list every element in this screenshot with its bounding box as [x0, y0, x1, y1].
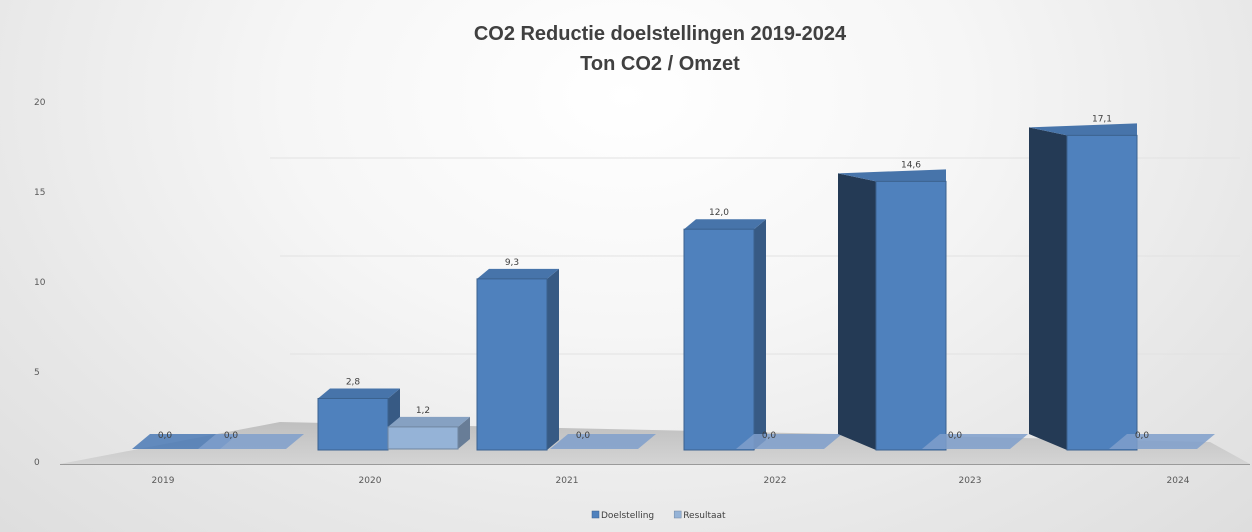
bar-zero-tile [736, 434, 842, 449]
bar-side [838, 173, 876, 451]
data-label: 2,8 [346, 377, 361, 387]
data-label: 17,1 [1092, 114, 1112, 124]
bar-doelstelling-2021 [476, 268, 559, 451]
x-tick-label: 2020 [359, 476, 382, 486]
y-tick-label: 5 [34, 368, 40, 378]
legend-swatch [673, 510, 682, 519]
bar-top [477, 268, 559, 279]
bar-front [387, 426, 459, 450]
y-axis-ticks: 0 5 10 15 20 [34, 98, 46, 468]
data-label: 0,0 [1135, 431, 1150, 441]
bar-zero-tile [922, 434, 1028, 449]
bar-front [875, 180, 947, 451]
bar-top [388, 416, 470, 427]
x-tick-label: 2021 [556, 476, 579, 486]
bar-front [1066, 134, 1138, 451]
bar-doelstelling-2022 [683, 219, 766, 451]
bar-front [317, 397, 389, 451]
bar-side [547, 268, 559, 450]
bar-resultaat-2020 [387, 416, 470, 450]
chart-subtitle: Ton CO2 / Omzet [580, 53, 740, 75]
bar-doelstelling-2024 [1029, 123, 1138, 451]
bar-front [476, 278, 548, 451]
y-tick-label: 20 [34, 98, 46, 108]
data-label: 1,2 [416, 406, 430, 416]
y-tick-label: 15 [34, 188, 45, 198]
y-tick-label: 10 [34, 278, 46, 288]
bar-top [684, 219, 766, 230]
data-label: 12,0 [709, 208, 729, 218]
bar-resultaat-2024 [1109, 434, 1215, 449]
data-label: 9,3 [505, 258, 519, 268]
bar-side [458, 416, 470, 449]
y-tick-label: 0 [34, 458, 40, 468]
bar-front [683, 228, 755, 451]
legend-label: Doelstelling [601, 511, 654, 521]
data-label: 14,6 [901, 160, 921, 170]
bars [132, 123, 1215, 451]
bar-resultaat-2019 [198, 434, 304, 449]
legend-swatch [591, 510, 600, 519]
bar-top [838, 169, 946, 182]
bar-resultaat-2021 [550, 434, 656, 449]
x-tick-label: 2022 [764, 476, 787, 486]
bar-doelstelling-2023 [838, 169, 947, 451]
legend-label: Resultaat [683, 511, 726, 521]
x-axis-ticks: 2019 2020 2021 2022 2023 2024 [152, 476, 1190, 486]
bar-doelstelling-2020 [317, 388, 400, 451]
data-label: 0,0 [576, 431, 591, 441]
bar-zero-tile [198, 434, 304, 449]
legend: Doelstelling Resultaat [591, 510, 726, 521]
bar-side [754, 219, 766, 450]
data-label: 0,0 [762, 431, 777, 441]
bar-top [1029, 123, 1137, 136]
bar-resultaat-2023 [922, 434, 1028, 449]
x-tick-label: 2023 [959, 476, 982, 486]
x-tick-label: 2024 [1167, 476, 1190, 486]
bar-zero-tile [1109, 434, 1215, 449]
data-label: 0,0 [158, 431, 173, 441]
floor-edge [60, 464, 1250, 465]
data-label: 0,0 [224, 431, 239, 441]
data-label: 0,0 [948, 431, 963, 441]
chart-title: CO2 Reductie doelstellingen 2019-2024 [474, 23, 847, 45]
x-tick-label: 2019 [152, 476, 175, 486]
bar-top [318, 388, 400, 399]
data-labels: 0,0 0,0 2,8 1,2 9,3 0,0 12,0 0,0 14,6 0,0 17,1 0,0 [158, 114, 1150, 441]
bar-side [1029, 127, 1067, 451]
bar-resultaat-2022 [736, 434, 842, 449]
bar-zero-tile [550, 434, 656, 449]
